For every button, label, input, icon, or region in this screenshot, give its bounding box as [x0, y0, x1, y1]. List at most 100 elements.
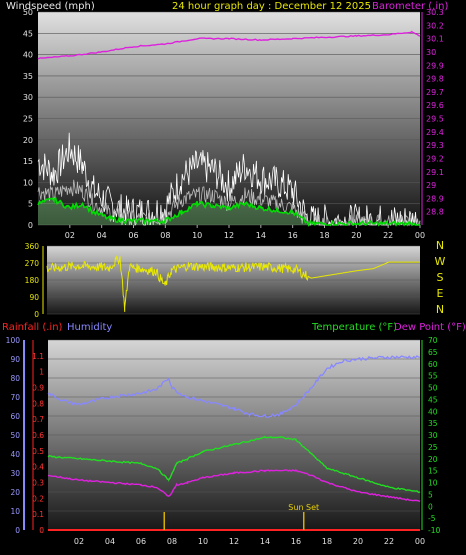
compass-label: N [436, 303, 444, 316]
barometer-tick-label: 30 [426, 48, 436, 57]
humidity-tick-label: 50 [10, 431, 20, 440]
x-tick-label: 00 [415, 537, 425, 546]
humidity-tick-label: 60 [10, 412, 20, 421]
humidity-tick-label: 20 [10, 488, 20, 497]
x-tick-label: 22 [384, 537, 394, 546]
temperature-tick-label: 50 [428, 384, 438, 393]
x-tick-label: 18 [319, 231, 329, 240]
x-tick-label: 04 [97, 231, 107, 240]
compass-label: S [437, 271, 444, 284]
temperature-tick-label: 45 [428, 395, 438, 404]
direction-degree-label: 180 [25, 276, 40, 285]
humidity-tick-label: 40 [10, 450, 20, 459]
rainfall-tick-label: 0.4 [32, 463, 44, 472]
x-tick-label: 06 [136, 537, 146, 546]
barometer-tick-label: 28.8 [426, 208, 444, 217]
x-tick-label: 06 [128, 231, 138, 240]
barometer-tick-label: 29.6 [426, 101, 444, 110]
windspeed-tick-label: 15 [23, 157, 33, 166]
barometer-ticks: 28.8 28.9 29 29.1 29.2 29.3 29.4 29.5 29.6 29.7 29… [421, 8, 444, 225]
humidity-tick-label: 80 [10, 374, 20, 383]
sunset-annotation: Sun Set [163, 503, 319, 530]
barometer-line [37, 30, 421, 60]
rainfall-tick-label: 0.5 [32, 447, 44, 456]
x-tick-label: 20 [351, 231, 361, 240]
direction-degree-label: 360 [25, 242, 40, 251]
humidity-tick-label: 70 [10, 393, 20, 402]
sunset-label: Sun Set [288, 503, 319, 512]
temperature-axis-label: Temperature (°F) [311, 322, 397, 333]
wind-average-line [37, 196, 421, 227]
x-tick-label: 12 [224, 231, 234, 240]
rainfall-tick-label: 0.3 [32, 479, 44, 488]
windspeed-tick-label: 50 [23, 8, 33, 17]
x-tick-label: 08 [167, 537, 177, 546]
barometer-tick-label: 29 [426, 181, 436, 190]
temperature-tick-label: -10 [428, 526, 440, 535]
chart-title: 24 hour graph day : December 12 2025 [172, 1, 371, 12]
barometer-tick-label: 29.3 [426, 141, 444, 150]
direction-degree-ticks: 0 90 180 270 360 [25, 242, 44, 319]
wind-panel-grid [38, 11, 420, 226]
rainfall-ticks: 0 0.1 0.2 0.3 0.4 0.5 0.6 0.7 0.8 0.9 1 1.1 [32, 340, 44, 535]
windspeed-tick-label: 10 [23, 178, 33, 187]
x-tick-label: 16 [288, 231, 298, 240]
rainfall-tick-label: 0.8 [32, 399, 44, 408]
windspeed-tick-label: 45 [23, 29, 33, 38]
dewpoint-axis-label: Dew Point (°F) [394, 322, 466, 333]
barometer-tick-label: 29.1 [426, 168, 444, 177]
x-tick-label: 18 [322, 537, 332, 546]
temperature-tick-label: 65 [428, 348, 438, 357]
rainfall-tick-label: 1 [39, 368, 44, 377]
wind-panel-series [37, 30, 421, 227]
x-tick-label: 10 [192, 231, 202, 240]
windspeed-tick-label: 20 [23, 136, 33, 145]
humidity-ticks: 0 10 20 30 40 50 60 70 80 90 100 [6, 336, 25, 535]
temperature-tick-label: 20 [428, 455, 438, 464]
x-tick-label: 02 [74, 537, 84, 546]
windspeed-tick-label: 0 [28, 221, 33, 230]
x-tick-label: 08 [160, 231, 170, 240]
barometer-tick-label: 28.9 [426, 194, 444, 203]
rainfall-tick-label: 0.2 [32, 494, 44, 503]
barometer-tick-label: 29.4 [426, 128, 444, 137]
temperature-tick-label: 60 [428, 360, 438, 369]
compass-label: N [436, 239, 444, 252]
barometer-tick-label: 29.8 [426, 75, 444, 84]
barometer-tick-label: 29.2 [426, 154, 444, 163]
temperature-tick-label: 35 [428, 419, 438, 428]
windspeed-tick-label: 30 [23, 93, 33, 102]
barometer-tick-label: 29.5 [426, 115, 444, 124]
wind-direction-line [46, 255, 420, 312]
temperature-tick-label: 30 [428, 431, 438, 440]
rainfall-tick-label: 0.7 [32, 415, 44, 424]
temperature-tick-label: 10 [428, 479, 438, 488]
barometer-tick-label: 30.1 [426, 35, 444, 44]
direction-degree-label: 0 [34, 310, 39, 319]
rainfall-tick-label: 0.6 [32, 431, 44, 440]
rainfall-tick-label: 1.1 [32, 352, 44, 361]
temperature-panel-series [47, 355, 421, 531]
wind-gust-line [37, 132, 421, 227]
temperature-tick-label: 15 [428, 467, 438, 476]
windspeed-ticks: 0 5 10 15 20 25 30 35 40 45 50 [23, 8, 33, 230]
rainfall-tick-label: 0.9 [32, 384, 44, 393]
windspeed-tick-label: 35 [23, 72, 33, 81]
humidity-tick-label: 10 [10, 507, 20, 516]
windspeed-tick-label: 40 [23, 51, 33, 60]
temperature-tick-label: -5 [428, 514, 436, 523]
x-tick-label: 14 [256, 231, 266, 240]
wind-panel-x-ticks: 02 04 06 08 10 12 14 16 18 20 22 00 [65, 225, 425, 240]
windspeed-tick-label: 25 [23, 115, 33, 124]
x-tick-label: 12 [229, 537, 239, 546]
humidity-tick-label: 0 [15, 526, 20, 535]
temperature-tick-label: 0 [428, 502, 433, 511]
temperature-tick-label: 70 [428, 336, 438, 345]
x-tick-label: 14 [260, 537, 270, 546]
humidity-line [47, 355, 421, 418]
x-tick-label: 10 [198, 537, 208, 546]
windspeed-tick-label: 5 [28, 200, 33, 209]
temperature-tick-label: 5 [428, 490, 433, 499]
